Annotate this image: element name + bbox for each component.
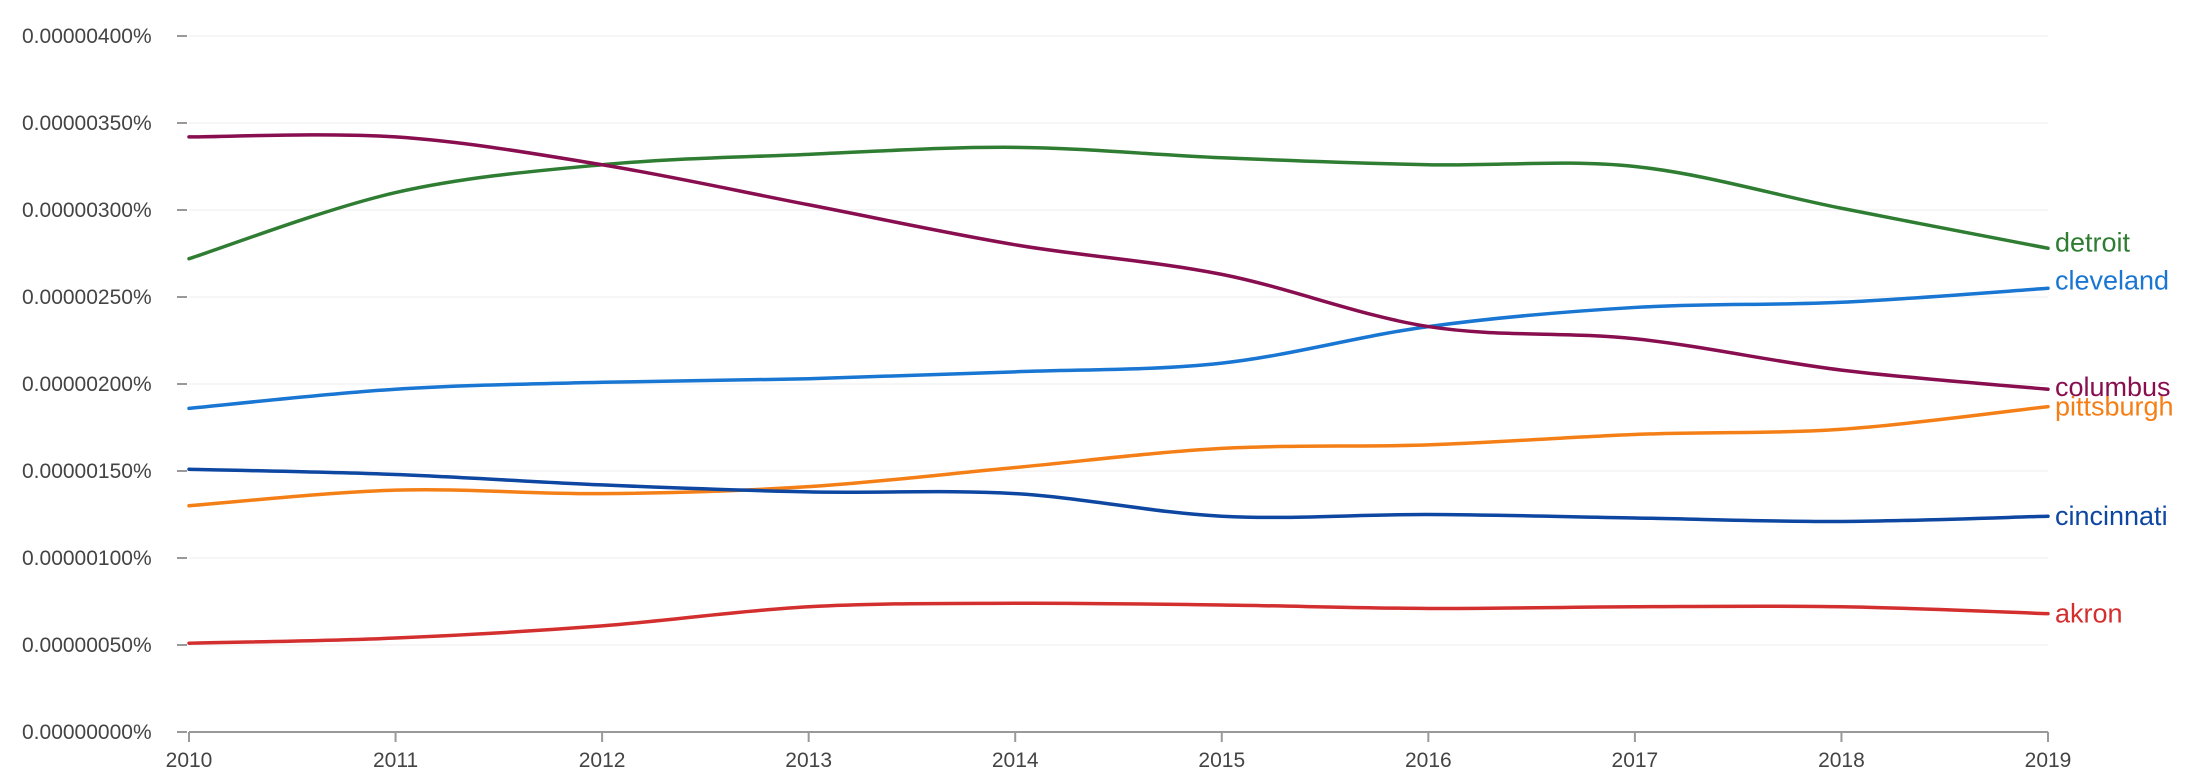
series-label-cleveland: cleveland (2055, 265, 2169, 295)
y-tick-label: 0.00000050% (22, 634, 152, 657)
series-line-columbus (187, 133, 2050, 391)
y-tick-label: 0.00000400% (22, 25, 152, 48)
series-label-detroit: detroit (2055, 227, 2131, 257)
y-tick-label: 0.00000150% (22, 460, 152, 483)
x-tick-label: 2014 (992, 749, 1039, 772)
series-line-cincinnati (187, 467, 2050, 524)
y-tick-label: 0.00000350% (22, 112, 152, 135)
series-label-pittsburgh: pittsburgh (2055, 392, 2174, 422)
x-tick-label: 2012 (579, 749, 626, 772)
x-tick-label: 2017 (1612, 749, 1659, 772)
x-axis: 2010 2011 2012 2013 2014 2015 2016 2017 2018 2019 (166, 731, 2072, 772)
series-lines (187, 133, 2050, 646)
series-label-columbus: columbus (2055, 372, 2171, 402)
series-line-detroit (187, 145, 2050, 261)
series-line-akron (187, 601, 2050, 646)
x-tick-label: 2011 (373, 749, 418, 772)
series-line-cleveland (187, 286, 2050, 411)
y-tick-label: 0.00000000% (22, 721, 152, 744)
x-tick-label: 2010 (166, 749, 213, 772)
gridlines (189, 35, 2048, 646)
y-tick-label: 0.00000100% (22, 547, 152, 570)
series-line-pittsburgh (187, 404, 2050, 508)
x-tick-label: 2018 (1818, 749, 1865, 772)
y-tick-label: 0.00000200% (22, 373, 152, 396)
series-label-cincinnati: cincinnati (2055, 501, 2168, 531)
y-tick-label: 0.00000250% (22, 286, 152, 309)
y-tick-label: 0.00000300% (22, 199, 152, 222)
series-label-akron: akron (2055, 599, 2123, 629)
y-axis: 0.00000000% 0.00000050% 0.00000100% 0.00000… (22, 25, 187, 744)
x-tick-label: 2016 (1405, 749, 1452, 772)
x-tick-label: 2015 (1198, 749, 1245, 772)
x-tick-label: 2019 (2025, 749, 2072, 772)
x-tick-label: 2013 (785, 749, 832, 772)
